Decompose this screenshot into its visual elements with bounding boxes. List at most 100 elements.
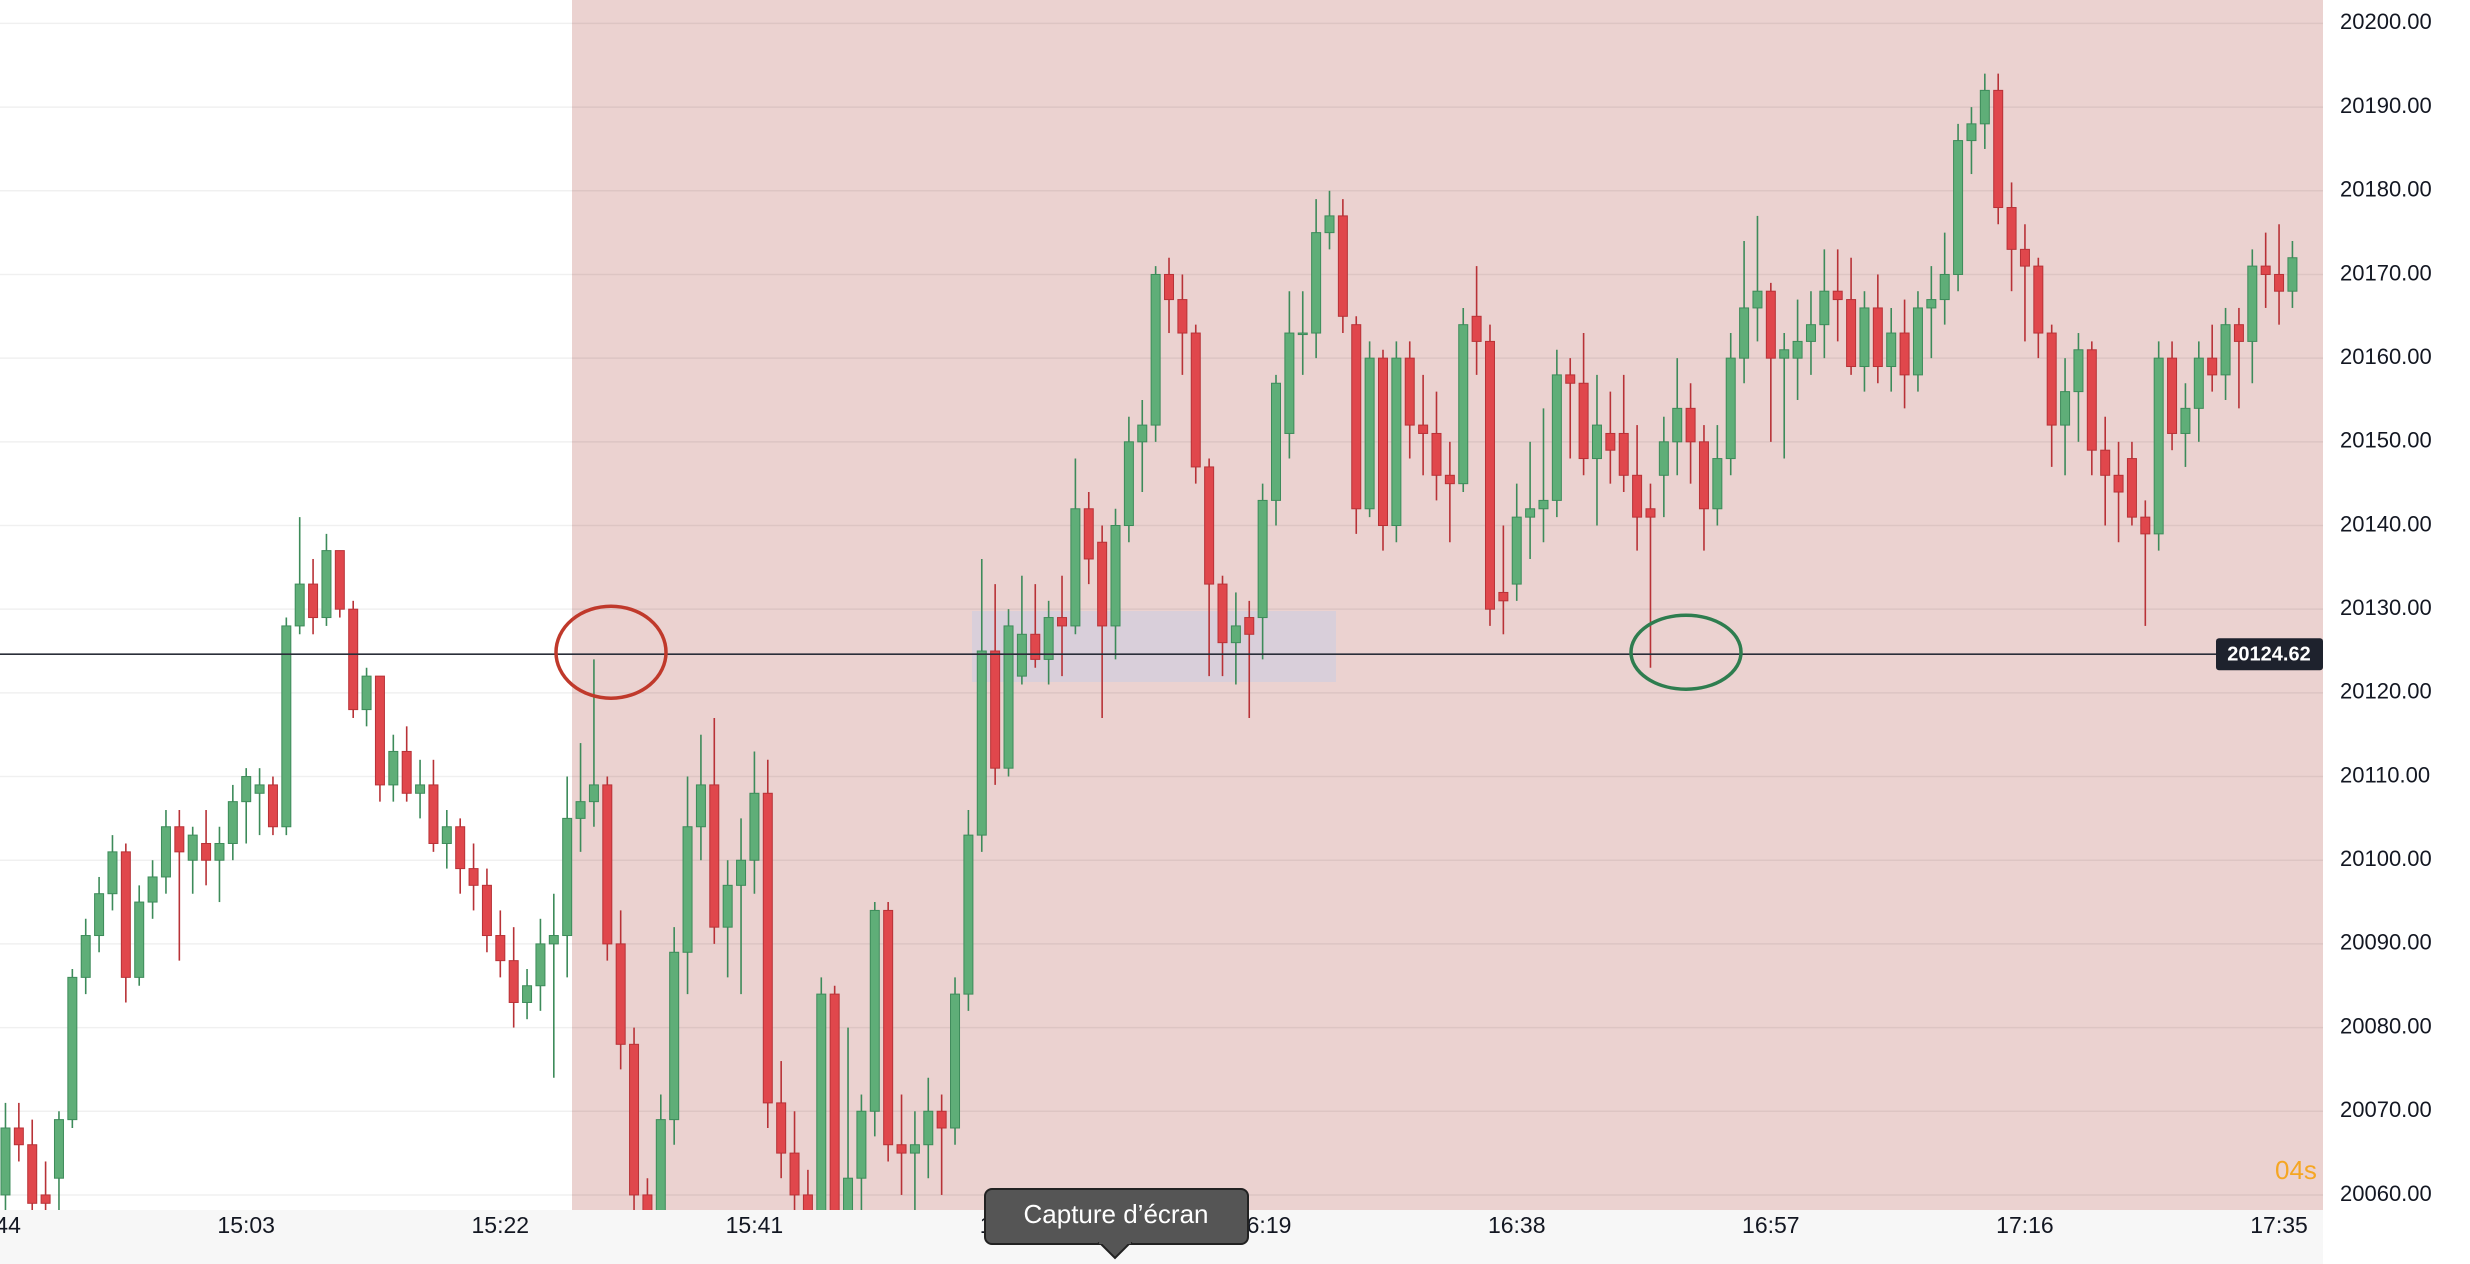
candle-body	[1271, 382, 1282, 501]
candle-body	[1966, 123, 1977, 142]
candle-body	[174, 826, 185, 853]
candle-body	[936, 1110, 947, 1129]
candle-body	[762, 792, 773, 1104]
candle-body	[1605, 432, 1616, 451]
candle-body	[0, 1127, 11, 1196]
x-tick-label: 14:44	[0, 1212, 21, 1238]
candle-body	[976, 650, 987, 836]
candle-body	[1083, 508, 1094, 560]
candle-body	[1551, 374, 1562, 501]
tooltip-text: Capture d’écran	[1024, 1199, 1209, 1229]
candle-body	[1471, 315, 1482, 342]
candle-body	[1164, 273, 1175, 301]
candle-body	[1297, 332, 1308, 336]
candle-body	[1150, 273, 1161, 426]
candle-body	[361, 675, 372, 711]
tooltip-arrow-join	[1099, 1238, 1131, 1244]
candle-body	[1003, 625, 1014, 769]
candle-body	[1484, 340, 1495, 610]
candle-body	[107, 851, 118, 895]
candle-body	[843, 1177, 854, 1210]
candle-body	[254, 784, 265, 794]
candle-body	[1110, 525, 1121, 627]
candle-body	[321, 550, 332, 619]
candle-body	[749, 792, 760, 861]
candle-body	[2046, 332, 2057, 426]
candle-body	[1765, 290, 1776, 359]
candle-body	[1217, 583, 1228, 644]
x-tick-label: 15:22	[472, 1212, 530, 1238]
candle-body	[1511, 516, 1522, 585]
candle-body	[1030, 633, 1041, 660]
candles	[0, 73, 2298, 1210]
candle-body	[94, 893, 105, 937]
candle-body	[615, 943, 626, 1045]
candle-body	[1284, 332, 1295, 434]
candle-body	[990, 650, 1001, 769]
candle-body	[1324, 215, 1335, 234]
candle-body	[1404, 357, 1415, 426]
candle-body	[1377, 357, 1388, 527]
annotation-circle-green	[1629, 613, 1743, 691]
candle-body	[642, 1194, 653, 1210]
candle-body	[1538, 499, 1549, 510]
candle-body	[802, 1194, 813, 1210]
y-tick-label: 20080.00	[2340, 1013, 2432, 1038]
candle-body	[508, 960, 519, 1003]
session-shade	[572, 0, 2323, 1210]
candle-body	[241, 776, 252, 803]
price-label: 20124.62	[2227, 643, 2310, 665]
y-tick-label: 20180.00	[2340, 177, 2432, 202]
candle-body	[1993, 89, 2004, 209]
candle-body	[2033, 265, 2044, 334]
candle-body	[722, 884, 733, 928]
candle-body	[1565, 374, 1576, 384]
candle-body	[455, 826, 466, 870]
candle-body	[401, 750, 412, 794]
candle-body	[481, 884, 492, 937]
candle-body	[53, 1119, 64, 1179]
candle-body	[308, 583, 319, 619]
candle-body	[856, 1110, 867, 1179]
candle-body	[281, 625, 292, 828]
candle-body	[1070, 508, 1081, 627]
candle-body	[160, 826, 171, 878]
y-tick-label: 20070.00	[2340, 1097, 2432, 1122]
candle-body	[187, 834, 198, 861]
candle-body	[2060, 391, 2071, 426]
candle-body	[2233, 324, 2244, 342]
candle-body	[1057, 617, 1068, 627]
candle-body	[2220, 324, 2231, 376]
candle-body	[1779, 349, 1790, 359]
candle-body	[1578, 382, 1589, 460]
candle-body	[1043, 617, 1054, 660]
candle-body	[1926, 299, 1937, 309]
candle-body	[736, 859, 747, 886]
candle-body	[1351, 324, 1362, 510]
candle-body	[816, 993, 827, 1210]
timer: 04s	[2275, 1155, 2317, 1185]
x-tick-label: 16:57	[1742, 1212, 1800, 1238]
candle-body	[267, 784, 278, 828]
candle-body	[1672, 407, 1683, 443]
candle-body	[1591, 424, 1602, 460]
candle-body	[655, 1119, 666, 1210]
candle-body	[120, 851, 131, 978]
candle-body	[1190, 332, 1201, 468]
candle-body	[1658, 441, 1669, 476]
candle-body	[829, 993, 840, 1210]
candle-body	[2140, 516, 2151, 535]
candle-body	[602, 784, 613, 945]
y-tick-label: 20060.00	[2340, 1181, 2432, 1206]
candle-body	[1899, 332, 1910, 376]
candle-body	[789, 1152, 800, 1196]
candle-body	[1525, 508, 1536, 518]
candle-body	[923, 1110, 934, 1146]
candle-body	[1016, 633, 1027, 677]
grid	[0, 22, 2323, 1196]
candle-body	[415, 784, 426, 794]
candle-body	[1137, 424, 1148, 443]
candle-body	[1939, 273, 1950, 301]
candle-body	[13, 1127, 24, 1146]
